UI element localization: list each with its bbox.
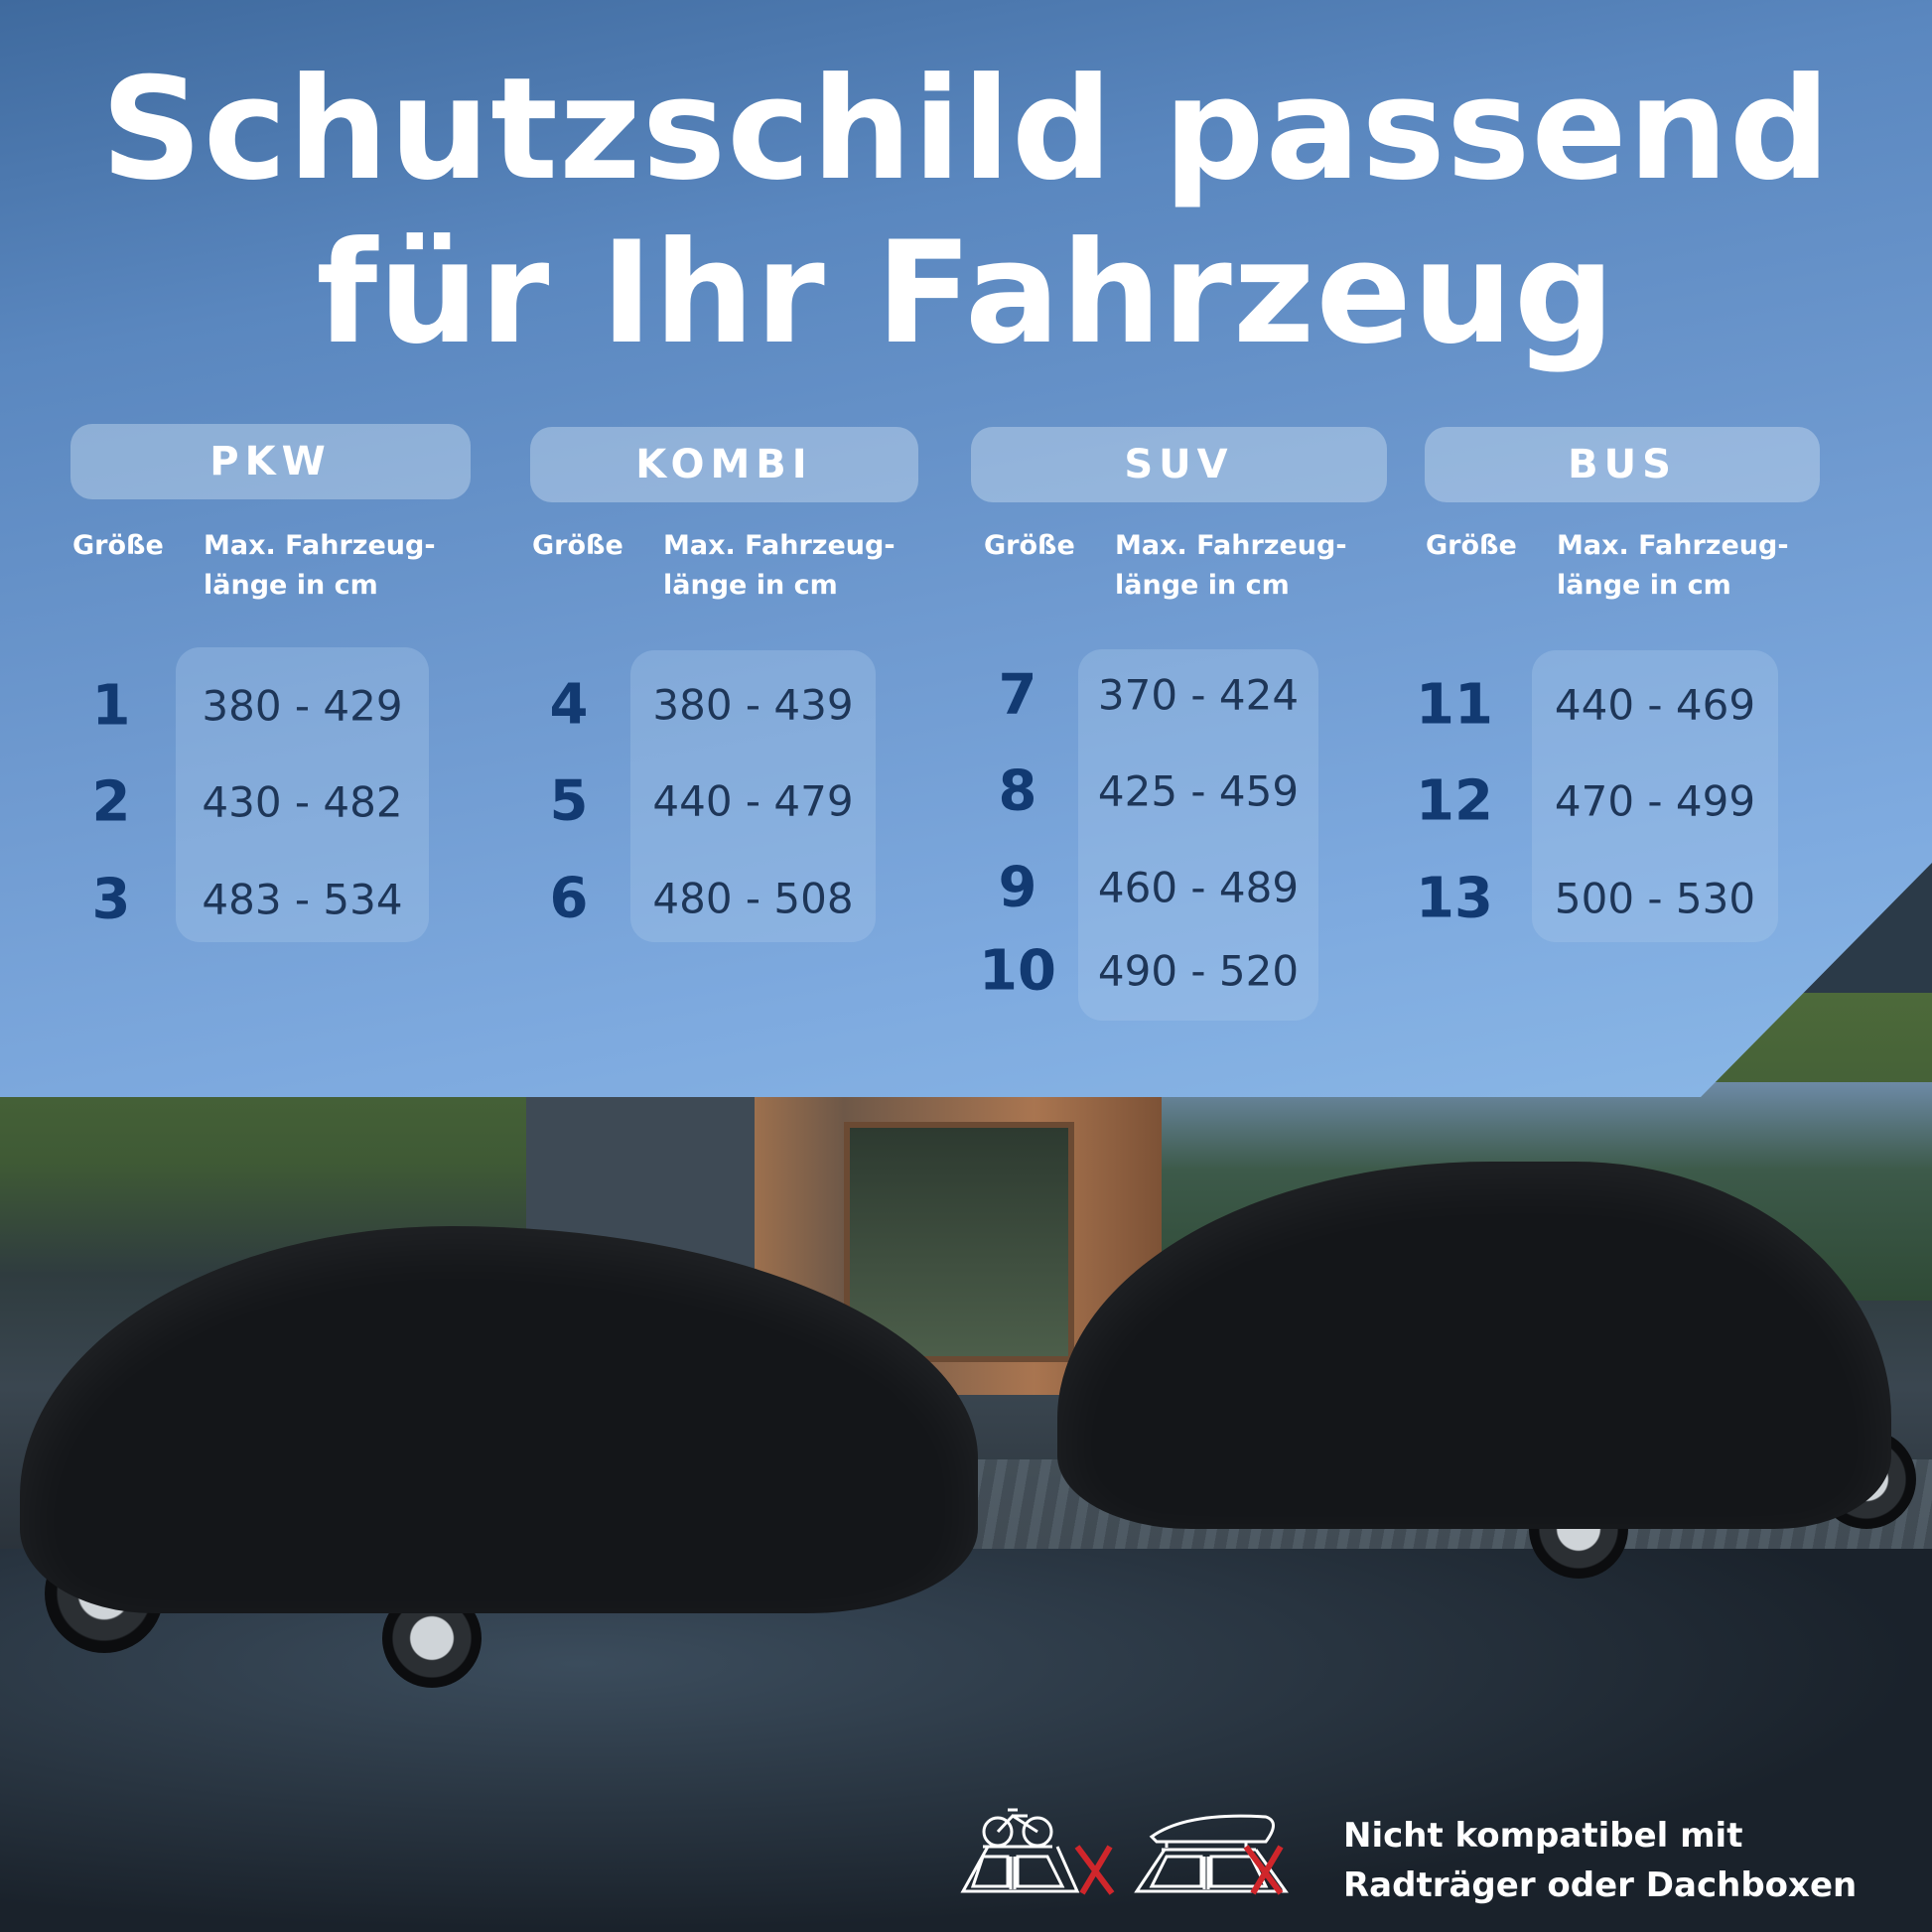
- page-title-line2: für Ihr Fahrzeug: [316, 211, 1616, 375]
- size-number: 6: [549, 866, 589, 931]
- size-number: 3: [91, 867, 131, 932]
- length-header-line2: länge in cm: [1557, 570, 1731, 601]
- size-number: 13: [1416, 866, 1493, 931]
- length-range: 470 - 499: [1554, 776, 1756, 826]
- length-range: 490 - 520: [1097, 946, 1300, 996]
- category-header-bus: BUS: [1425, 427, 1820, 502]
- category-header-pkw: PKW: [70, 424, 471, 499]
- size-column-header: Größe: [72, 530, 164, 561]
- length-header-line1: Max. Fahrzeug-: [1557, 530, 1789, 561]
- length-range: 425 - 459: [1097, 766, 1300, 816]
- size-column-header: Größe: [984, 530, 1075, 561]
- compatibility-note: Nicht kompatibel mit Radträger oder Dach…: [1343, 1811, 1857, 1910]
- length-header-line2: länge in cm: [663, 570, 838, 601]
- length-range: 500 - 530: [1554, 874, 1756, 923]
- length-range: 483 - 534: [202, 875, 403, 924]
- compatibility-note-line2: Radträger oder Dachboxen: [1343, 1865, 1858, 1905]
- size-number: 5: [549, 768, 589, 834]
- length-header-line2: länge in cm: [204, 570, 378, 601]
- size-number: 7: [998, 662, 1037, 728]
- length-range: 460 - 489: [1097, 863, 1300, 912]
- length-range-box: [630, 650, 876, 942]
- size-number: 12: [1416, 768, 1493, 834]
- length-header-line1: Max. Fahrzeug-: [1115, 530, 1347, 561]
- length-range: 370 - 424: [1097, 670, 1300, 720]
- size-number: 10: [979, 938, 1056, 1004]
- size-number: 11: [1416, 672, 1493, 738]
- length-column-header: Max. Fahrzeug-länge in cm: [663, 526, 896, 606]
- roof-box-crossed-icon: [1127, 1802, 1306, 1896]
- length-range-box: [1078, 649, 1318, 1021]
- length-column-header: Max. Fahrzeug-länge in cm: [1557, 526, 1789, 606]
- size-number: 2: [91, 769, 131, 835]
- length-range: 380 - 439: [652, 680, 854, 730]
- house-window: [844, 1122, 1074, 1362]
- page-title-line1: Schutzschild passend: [100, 48, 1832, 211]
- length-header-line2: länge in cm: [1115, 570, 1290, 601]
- length-range-box: [176, 647, 429, 942]
- length-range-box: [1532, 650, 1778, 942]
- size-chart-panel: [0, 0, 1932, 1097]
- length-range: 480 - 508: [652, 874, 854, 923]
- length-range: 440 - 479: [652, 776, 854, 826]
- category-header-suv: SUV: [971, 427, 1387, 502]
- length-range: 430 - 482: [202, 777, 403, 827]
- size-column-header: Größe: [1426, 530, 1517, 561]
- size-number: 4: [549, 672, 589, 738]
- length-range: 380 - 429: [202, 681, 403, 731]
- category-header-kombi: KOMBI: [530, 427, 918, 502]
- length-header-line1: Max. Fahrzeug-: [663, 530, 896, 561]
- size-number: 9: [998, 855, 1037, 920]
- bike-rack-crossed-icon: [943, 1802, 1122, 1896]
- compatibility-note-line1: Nicht kompatibel mit: [1343, 1816, 1743, 1856]
- length-range: 440 - 469: [1554, 680, 1756, 730]
- size-column-header: Größe: [532, 530, 623, 561]
- length-column-header: Max. Fahrzeug-länge in cm: [1115, 526, 1347, 606]
- size-number: 8: [998, 759, 1037, 824]
- length-column-header: Max. Fahrzeug-länge in cm: [204, 526, 436, 606]
- size-number: 1: [91, 673, 131, 739]
- length-header-line1: Max. Fahrzeug-: [204, 530, 436, 561]
